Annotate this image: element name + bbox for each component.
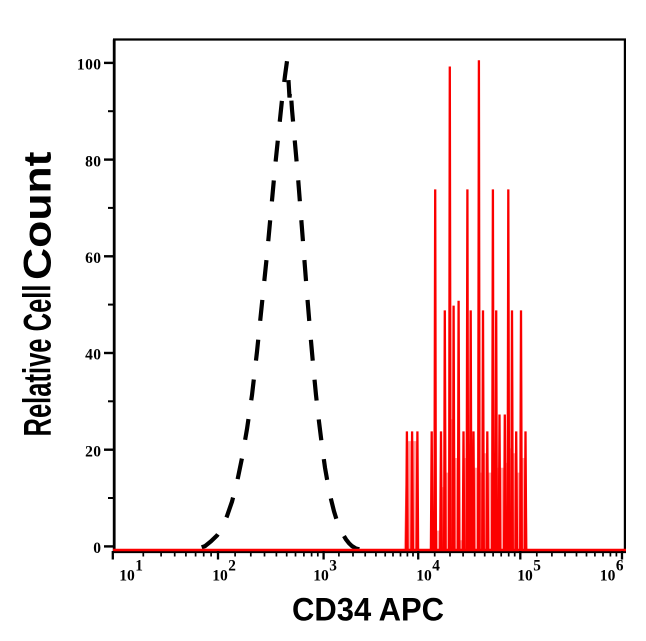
svg-text:100: 100 [77, 57, 102, 74]
svg-text:0: 0 [93, 540, 101, 557]
svg-text:Relative Cell: Relative Cell [17, 285, 60, 437]
svg-text:5: 5 [533, 557, 541, 574]
svg-text:Count: Count [17, 151, 60, 280]
svg-text:10: 10 [212, 568, 228, 585]
svg-text:80: 80 [85, 153, 101, 170]
svg-text:4: 4 [432, 557, 440, 574]
svg-text:2: 2 [228, 557, 236, 574]
svg-text:20: 20 [85, 443, 101, 460]
svg-text:60: 60 [85, 250, 101, 267]
svg-text:10: 10 [517, 568, 533, 585]
svg-text:6: 6 [616, 557, 624, 574]
svg-text:10: 10 [313, 568, 329, 585]
svg-text:10: 10 [416, 568, 432, 585]
svg-text:10: 10 [600, 568, 616, 585]
svg-text:3: 3 [329, 557, 337, 574]
svg-text:CD34 APC: CD34 APC [292, 592, 444, 628]
svg-text:10: 10 [119, 568, 135, 585]
svg-text:1: 1 [135, 557, 143, 574]
svg-text:40: 40 [85, 347, 101, 364]
